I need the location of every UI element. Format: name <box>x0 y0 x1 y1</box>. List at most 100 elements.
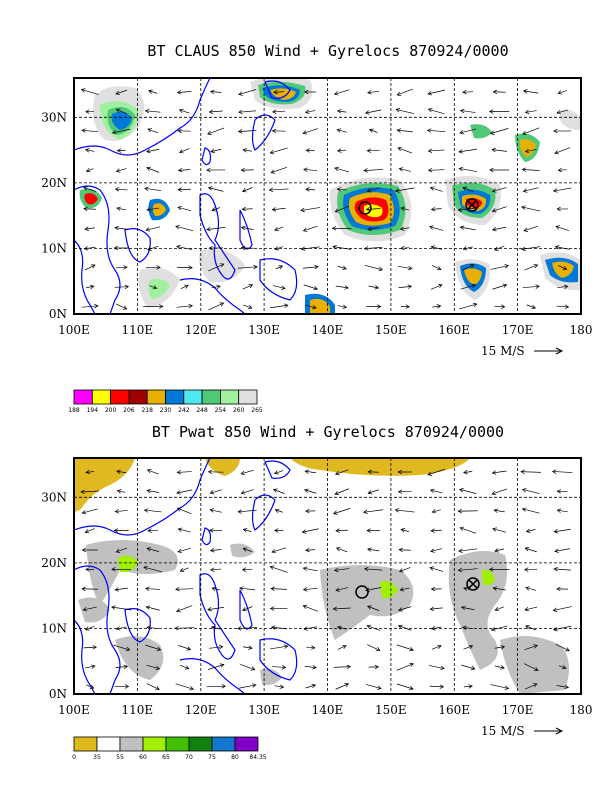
wind-arrow <box>83 186 97 192</box>
wind-arrow <box>556 508 568 513</box>
wind-arrow <box>116 303 128 310</box>
wind-arrow <box>552 606 572 612</box>
legend-swatch <box>165 736 190 752</box>
wind-arrow <box>336 625 347 630</box>
wind-arrow <box>175 224 194 232</box>
panel2-color-legend: 0 35 55 60 65 70 75 80 84.35 <box>72 736 267 761</box>
wind-arrow <box>84 226 95 231</box>
wind-arrow <box>211 586 220 592</box>
legend-swatch <box>73 736 98 752</box>
wind-arrow <box>241 567 253 572</box>
wind-arrow <box>368 128 378 133</box>
wind-arrow <box>368 285 380 290</box>
wind-arrow <box>209 489 222 495</box>
wind-arrow <box>81 128 99 133</box>
wind-arrow <box>524 567 538 572</box>
wind-arrow <box>491 206 507 213</box>
wind-arrow <box>208 302 225 311</box>
panel2-gyre-markers <box>355 577 480 599</box>
wind-arrow <box>525 528 536 533</box>
x-tick-label: 100E <box>58 323 90 337</box>
x-tick-label: 140E <box>312 703 344 717</box>
wind-arrow <box>206 227 226 232</box>
wind-arrow <box>399 226 410 231</box>
legend-label: 218 <box>141 407 153 414</box>
wind-arrow <box>240 489 254 495</box>
wind-arrow <box>398 547 411 553</box>
wind-arrow <box>238 109 257 115</box>
wind-arrow <box>80 88 99 95</box>
wind-arrow <box>114 587 128 592</box>
wind-arrow <box>331 226 352 231</box>
wind-arrow <box>398 606 412 612</box>
legend-swatch <box>238 389 258 405</box>
wind-arrow <box>462 89 474 95</box>
wind-arrow <box>208 245 223 251</box>
wind-arrow <box>493 508 505 513</box>
wind-arrow <box>274 226 284 231</box>
wind-arrow <box>113 644 131 652</box>
wind-arrow <box>557 284 569 289</box>
wind-arrow <box>457 567 478 573</box>
wind-arrow <box>557 90 568 95</box>
wind-arrow <box>460 605 475 611</box>
wind-arrow <box>84 528 95 534</box>
wind-arrow <box>274 684 285 689</box>
wind-arrow <box>427 167 445 173</box>
legend-label: 55 <box>116 754 124 761</box>
wind-arrow <box>147 245 159 251</box>
wind-arrow <box>430 245 442 250</box>
wind-arrow <box>273 89 285 95</box>
x-tick-label: 170E <box>502 323 534 337</box>
wind-arrow <box>269 147 288 155</box>
wind-arrow <box>363 246 383 251</box>
legend-swatch <box>128 389 148 405</box>
wind-arrow <box>116 148 126 153</box>
wind-arrow <box>145 586 161 591</box>
wind-arrow <box>526 304 537 310</box>
wind-arrow <box>524 644 539 650</box>
wind-arrow <box>211 284 221 290</box>
panel2-scale-arrow <box>534 727 564 735</box>
wind-arrow <box>240 167 254 173</box>
wind-arrow <box>271 109 286 114</box>
wind-arrow <box>489 167 510 173</box>
legend-label: 230 <box>160 407 172 414</box>
wind-arrow <box>333 89 350 96</box>
wind-arrow <box>146 166 160 173</box>
wind-arrow <box>396 683 414 691</box>
wind-arrow <box>520 246 541 252</box>
legend-label: 35 <box>93 754 101 761</box>
wind-arrow <box>396 662 415 671</box>
wind-arrow <box>459 225 476 231</box>
wind-arrow <box>491 470 507 475</box>
wind-arrow <box>114 509 128 514</box>
wind-arrow <box>242 606 253 612</box>
wind-arrow <box>363 566 383 572</box>
wind-arrow <box>520 469 541 474</box>
wind-arrow <box>332 508 351 515</box>
wind-arrow <box>177 547 192 554</box>
wind-arrow <box>146 625 160 630</box>
wind-arrow <box>270 586 287 592</box>
wind-arrow <box>398 284 413 289</box>
wind-arrow <box>86 684 95 689</box>
wind-arrow <box>146 469 159 475</box>
wind-arrow <box>431 626 442 631</box>
wind-arrow <box>524 606 538 612</box>
wind-arrow <box>429 606 443 612</box>
wind-arrow <box>333 664 352 670</box>
wind-arrow <box>553 187 572 193</box>
wind-arrow <box>427 89 445 96</box>
wind-arrow <box>367 489 379 495</box>
wind-arrow <box>271 128 286 134</box>
wind-arrow <box>553 566 571 572</box>
wind-arrow <box>302 225 318 232</box>
wind-arrow <box>178 148 190 154</box>
wind-arrow <box>272 488 285 494</box>
wind-arrow <box>83 246 96 251</box>
wind-arrow <box>304 304 317 310</box>
wind-arrow <box>146 488 159 494</box>
wind-arrow <box>274 508 283 513</box>
